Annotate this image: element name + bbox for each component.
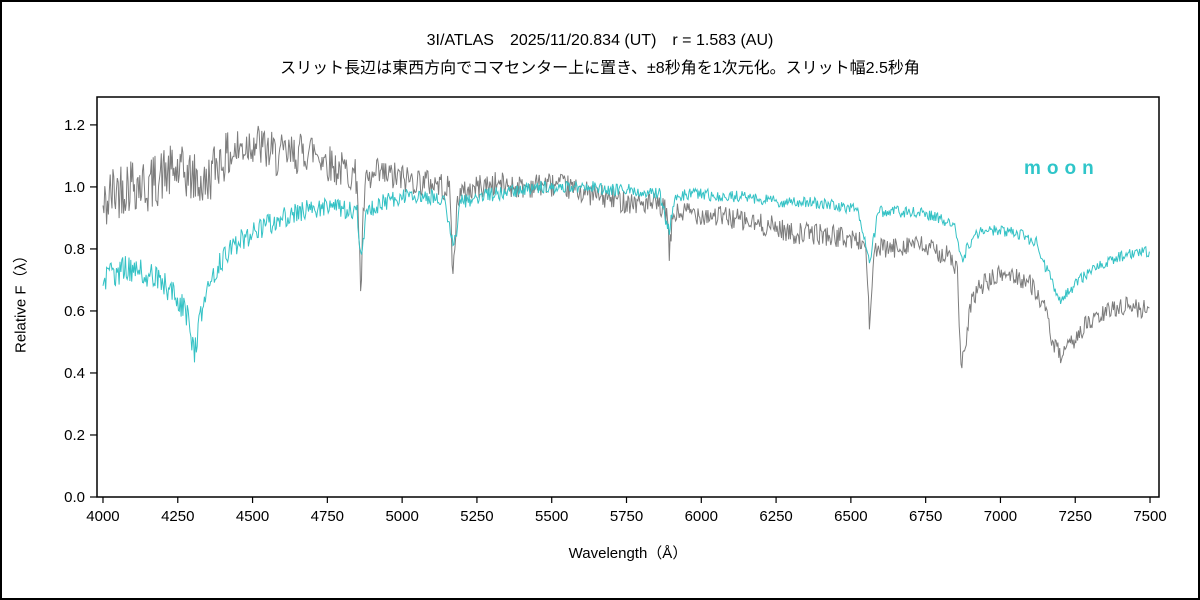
- x-tick-label: 4500: [236, 508, 269, 525]
- y-tick-label: 0.2: [64, 427, 85, 444]
- x-axis-label: Wavelength（Å）: [568, 545, 688, 562]
- x-tick-label: 5750: [610, 508, 643, 525]
- x-tick-label: 6500: [834, 508, 867, 525]
- y-tick-label: 0.8: [64, 241, 85, 258]
- x-tick-label: 4000: [86, 508, 119, 525]
- x-tick-label: 5250: [460, 508, 493, 525]
- x-tick-label: 7500: [1133, 508, 1166, 525]
- x-tick-label: 6250: [759, 508, 792, 525]
- x-tick-label: 5000: [385, 508, 418, 525]
- chart-title: 3I/ATLAS 2025/11/20.834 (UT) r = 1.583 (…: [426, 32, 774, 49]
- x-tick-label: 6750: [909, 508, 942, 525]
- x-tick-label: 4750: [311, 508, 344, 525]
- x-tick-label: 7000: [984, 508, 1017, 525]
- x-tick-label: 6000: [685, 508, 718, 525]
- moon-legend-label: moon: [1024, 158, 1100, 179]
- y-axis-label: Relative F（λ）: [12, 247, 30, 354]
- chart-subtitle: スリット長辺は東西方向でコマセンター上に置き、±8秒角を1次元化。スリット幅2.…: [280, 60, 920, 77]
- plot-border: [96, 96, 1160, 498]
- y-tick-label: 1.0: [64, 179, 85, 196]
- series-line-moon: [102, 180, 1150, 363]
- series-line-3i-atlas: [102, 125, 1150, 369]
- y-tick-label: 1.2: [64, 117, 85, 134]
- x-tick-label: 7250: [1059, 508, 1092, 525]
- x-tick-label: 4250: [161, 508, 194, 525]
- y-tick-label: 0.4: [64, 365, 85, 382]
- x-tick-label: 5500: [535, 508, 568, 525]
- y-tick-label: 0.0: [64, 489, 85, 506]
- y-tick-label: 0.6: [64, 303, 85, 320]
